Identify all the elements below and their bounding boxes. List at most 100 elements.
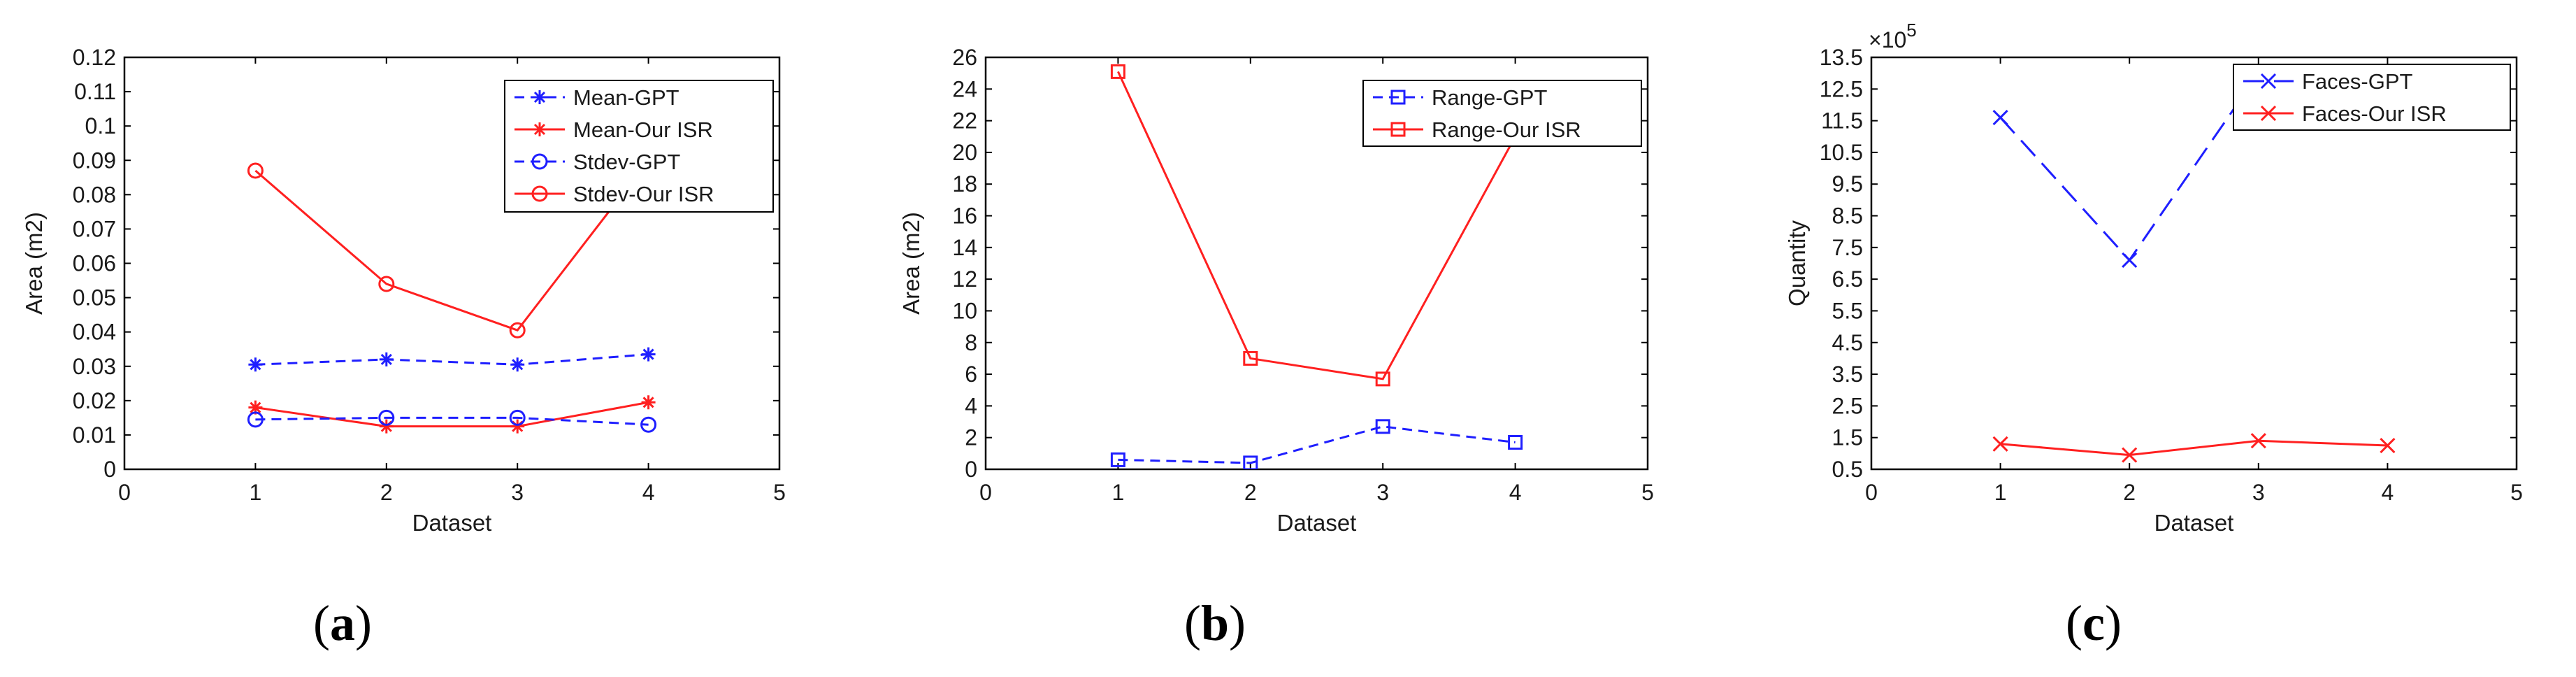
x-tick-label: 0	[118, 480, 131, 505]
legend-entry: Mean-GPT	[515, 85, 679, 110]
y-tick-label: 4	[965, 393, 977, 418]
data-point-shape	[1110, 452, 1125, 467]
y-tick-label: 13.5	[1820, 45, 1863, 70]
y-tick-label: 0.02	[73, 388, 116, 413]
legend-entry: Stdev-Our ISR	[515, 182, 714, 206]
data-point	[379, 419, 394, 434]
y-tick-label: 7.5	[1832, 235, 1863, 260]
data-point	[1508, 434, 1523, 450]
data-point	[1375, 371, 1390, 387]
x-tick-label: 0	[1865, 480, 1878, 505]
legend-marker-shape	[1390, 90, 1406, 105]
x-tick-label: 0	[979, 480, 992, 505]
y-tick-label: 0	[965, 457, 977, 482]
data-point-shape	[2380, 437, 2396, 454]
data-point-shape	[509, 409, 526, 426]
legend-entry: Faces-Our ISR	[2243, 101, 2447, 126]
series-group	[247, 152, 657, 434]
data-point	[641, 347, 656, 362]
legend-marker	[2260, 105, 2277, 122]
y-axis-label: Quantity	[1784, 220, 1810, 306]
y-tick-label: 11.5	[1821, 108, 1863, 134]
legend-label: Range-Our ISR	[1432, 117, 1581, 142]
y-axis-label: Area (m2)	[898, 212, 924, 315]
y-tick-label: 0.04	[73, 320, 116, 345]
legend-marker-shape	[531, 185, 548, 202]
y-tick-label: 0	[103, 457, 116, 482]
y-tick-label: 2	[965, 425, 977, 450]
data-point-shape	[641, 395, 656, 410]
data-point	[2122, 447, 2138, 463]
data-point-shape	[247, 411, 264, 428]
data-point-shape	[1508, 434, 1523, 450]
legend-label: Mean-Our ISR	[573, 117, 713, 142]
y-tick-label: 0.12	[73, 45, 116, 70]
data-point-shape	[510, 357, 525, 372]
series-line-1	[1118, 425, 1516, 464]
data-point-shape	[378, 276, 395, 292]
legend-marker	[533, 122, 547, 136]
legend-marker-shape	[2260, 73, 2277, 90]
legend-entry: Range-Our ISR	[1373, 117, 1581, 142]
data-point-shape	[1992, 110, 2008, 126]
y-tick-label: 20	[952, 140, 977, 165]
series-group	[1110, 64, 1523, 469]
data-point-shape	[378, 409, 395, 426]
data-point-shape	[640, 416, 657, 433]
legend-label: Faces-GPT	[2302, 69, 2413, 94]
data-point	[1992, 110, 2008, 126]
data-point-shape	[641, 347, 656, 362]
legend-marker	[2260, 73, 2277, 90]
legend-entry: Range-GPT	[1373, 85, 1547, 110]
y-tick-label: 24	[952, 76, 977, 101]
y-exponent-label: ×105	[1869, 20, 1917, 52]
x-tick-label: 5	[1641, 480, 1654, 505]
y-tick-label: 0.08	[73, 182, 116, 207]
legend: Faces-GPT Faces-Our ISR	[2233, 64, 2511, 131]
data-point	[1992, 436, 2008, 452]
x-tick-label: 4	[1509, 480, 1522, 505]
y-exponent-base: ×10	[1869, 27, 1906, 52]
y-tick-label: 22	[952, 108, 977, 134]
data-point-shape	[1243, 455, 1258, 469]
data-point-shape	[248, 357, 263, 372]
data-point	[1375, 419, 1390, 434]
x-axis-label: Dataset	[2154, 510, 2234, 536]
data-point	[2122, 252, 2138, 269]
legend-box	[1362, 80, 1642, 147]
panel-label-c: (c)	[2066, 595, 2122, 651]
data-point-shape	[1110, 64, 1125, 79]
data-point-shape	[2250, 433, 2266, 449]
data-point	[378, 409, 395, 426]
series-line-3	[255, 416, 649, 426]
y-tick-label: 5.5	[1832, 298, 1863, 323]
legend-entry: Faces-GPT	[2243, 69, 2413, 94]
y-axis-label: Area (m2)	[21, 212, 47, 315]
data-point-shape	[1992, 436, 2008, 452]
y-tick-label: 0.07	[73, 216, 116, 241]
y-tick-label: 8	[965, 330, 977, 355]
y-tick-label: 1.5	[1832, 425, 1863, 450]
data-point-shape	[247, 162, 264, 179]
chart-2: 0 1 2 3 4 502468101214161820222426DatasetArea…	[898, 45, 1654, 536]
y-tick-label: 4.5	[1832, 330, 1863, 355]
x-tick-label: 4	[642, 480, 655, 505]
y-tick-label: 6	[965, 362, 977, 387]
legend: Mean-GPT Mean-Our ISR Stdev-GPT Stdev-Our I…	[504, 80, 774, 213]
panel-label-b: (b)	[1184, 595, 1246, 651]
x-tick-label: 3	[1376, 480, 1389, 505]
panel-label-a: (a)	[313, 595, 372, 651]
data-point-shape	[248, 400, 263, 415]
data-point	[247, 411, 264, 428]
x-tick-label: 3	[511, 480, 524, 505]
legend-marker-shape	[533, 122, 547, 136]
data-point	[1110, 64, 1125, 79]
y-tick-label: 0.09	[73, 148, 116, 173]
x-axis-label: Dataset	[412, 510, 492, 536]
y-tick-label: 26	[952, 45, 977, 70]
chart-3: 0 1 2 3 4 5 0.5 1.5 2.5 3.5 4.5 5.5 6.5 7.5 8.5 9.5 10.5…	[1784, 20, 2523, 536]
x-tick-label: 5	[773, 480, 786, 505]
data-point	[510, 357, 525, 372]
series-line-2	[1117, 71, 1516, 380]
